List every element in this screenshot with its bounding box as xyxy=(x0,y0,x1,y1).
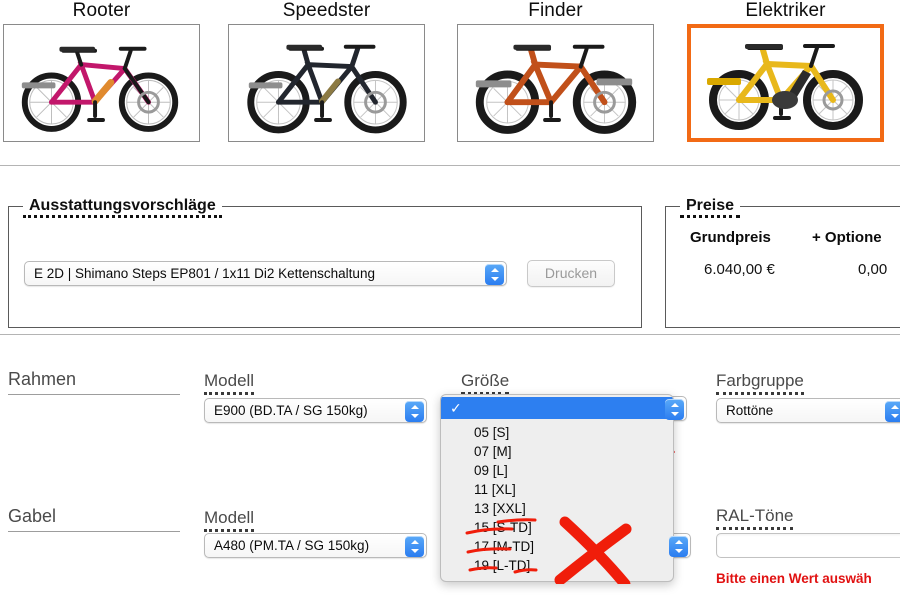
ral-toene-input[interactable] xyxy=(716,533,900,558)
farbgruppe-select[interactable]: Rottöne xyxy=(716,398,900,423)
model-thumbnail[interactable] xyxy=(687,24,884,142)
model-card-elektriker[interactable]: Elektriker xyxy=(687,0,892,142)
chevron-updown-icon[interactable] xyxy=(665,399,684,420)
rahmen-modell-select[interactable]: E900 (BD.TA / SG 150kg) xyxy=(204,398,427,423)
heading-underline xyxy=(8,531,180,532)
dropdown-option[interactable]: 09 [L] xyxy=(474,463,508,478)
bike-illustration-speedster xyxy=(247,44,407,134)
model-card-speedster[interactable]: Speedster xyxy=(228,0,433,142)
section-heading-gabel: Gabel xyxy=(8,505,180,532)
section-heading-rahmen: Rahmen xyxy=(8,368,180,395)
error-message-ral: Bitte einen Wert auswäh xyxy=(716,571,872,586)
chevron-updown-icon[interactable] xyxy=(485,264,504,285)
dropdown-option[interactable]: 13 [XXL] xyxy=(474,501,526,516)
equipment-suggestion-select[interactable]: E 2D | Shimano Steps EP801 / 1x11 Di2 Ke… xyxy=(24,261,507,286)
heading-underline xyxy=(8,394,180,395)
panel-legend: Preise xyxy=(680,196,741,218)
dropdown-option[interactable]: 07 [M] xyxy=(474,444,512,459)
equipment-suggestions-panel: Ausstattungsvorschläge xyxy=(8,196,642,328)
model-title: Speedster xyxy=(282,0,371,21)
field-label-rahmen-modell: Modell xyxy=(204,370,255,395)
model-title: Elektriker xyxy=(745,0,826,21)
select-value: A480 (PM.TA / SG 150kg) xyxy=(214,538,370,553)
section-heading-label: Gabel xyxy=(8,506,57,526)
divider-top xyxy=(0,165,900,166)
dropdown-option[interactable]: 11 [XL] xyxy=(474,482,516,497)
model-card-finder[interactable]: Finder xyxy=(457,0,662,142)
model-card-rooter[interactable]: Rooter xyxy=(3,0,208,142)
dropdown-option[interactable]: 05 [S] xyxy=(474,425,510,440)
select-value: E900 (BD.TA / SG 150kg) xyxy=(214,403,368,418)
field-label-groesse: Größe xyxy=(461,370,510,395)
dropdown-option[interactable]: 15 [S-TD] xyxy=(474,520,532,535)
print-button[interactable]: Drucken xyxy=(527,260,615,287)
price-column-header-base: Grundpreis xyxy=(690,229,771,246)
dropdown-option[interactable]: 19 [L-TD] xyxy=(474,558,531,573)
field-label-ral-toene: RAL-Töne xyxy=(716,505,794,530)
prices-panel: Preise xyxy=(665,196,900,328)
section-heading-label: Rahmen xyxy=(8,369,77,389)
gabel-modell-select[interactable]: A480 (PM.TA / SG 150kg) xyxy=(204,533,427,558)
groesse-dropdown-popup[interactable]: ✓ 05 [S] 07 [M] 09 [L] 11 [XL] 13 [XXL] … xyxy=(440,394,674,582)
model-thumbnail[interactable] xyxy=(457,24,654,142)
dropdown-option-selected[interactable]: ✓ xyxy=(441,397,673,419)
bike-illustration-elektriker xyxy=(707,44,863,130)
field-label-farbgruppe: Farbgruppe xyxy=(716,370,804,395)
check-icon: ✓ xyxy=(450,400,462,416)
price-value-base: 6.040,00 € xyxy=(704,261,775,278)
bike-illustration-finder xyxy=(475,44,637,134)
model-title: Rooter xyxy=(72,0,131,21)
partially-hidden-select[interactable] xyxy=(652,533,691,558)
select-value: Rottöne xyxy=(726,403,774,418)
chevron-updown-icon[interactable] xyxy=(405,401,424,422)
model-selector: Rooter xyxy=(0,0,900,158)
chevron-updown-icon[interactable] xyxy=(405,536,424,557)
chevron-updown-icon[interactable] xyxy=(885,401,900,422)
divider-middle xyxy=(0,334,900,335)
model-thumbnail[interactable] xyxy=(228,24,425,142)
field-label-gabel-modell: Modell xyxy=(204,507,255,532)
model-thumbnail[interactable] xyxy=(3,24,200,142)
model-title: Finder xyxy=(528,0,583,21)
chevron-updown-icon[interactable] xyxy=(669,536,688,557)
dropdown-option[interactable]: 17 [M-TD] xyxy=(474,539,535,554)
panel-legend: Ausstattungsvorschläge xyxy=(23,196,222,218)
price-column-header-options: + Optione xyxy=(812,229,882,246)
bike-illustration-rooter xyxy=(21,46,179,132)
select-value: E 2D | Shimano Steps EP801 / 1x11 Di2 Ke… xyxy=(34,266,375,281)
price-value-options: 0,00 xyxy=(858,261,888,278)
